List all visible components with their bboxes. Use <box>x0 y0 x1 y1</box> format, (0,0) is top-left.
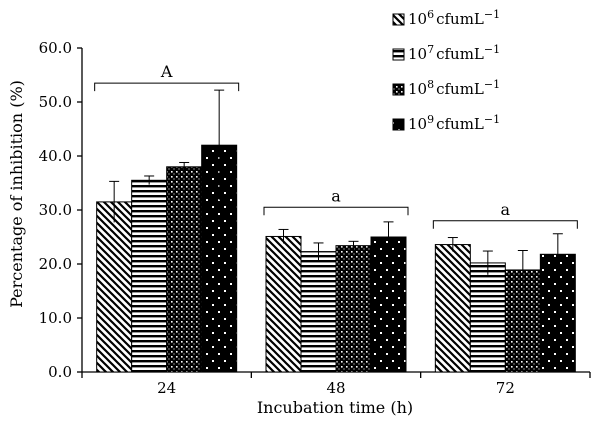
legend-unit-exp: −1 <box>484 78 500 91</box>
bar <box>469 262 506 373</box>
bar <box>370 236 407 373</box>
bar <box>335 245 372 373</box>
group-bracket <box>432 220 578 229</box>
group-annotations: Aa a <box>94 62 578 229</box>
legend-exp: 8 <box>427 78 434 91</box>
legend-swatch <box>392 48 405 61</box>
x-tick-label: 24 <box>157 379 176 397</box>
y-tick-label: 30.0 <box>39 201 72 219</box>
legend-unit: cfumL <box>436 80 484 98</box>
x-tick-label: 72 <box>496 379 515 397</box>
bar <box>265 235 302 373</box>
group-letter: a <box>501 200 511 219</box>
legend-swatch <box>392 83 405 96</box>
bars <box>96 89 576 373</box>
legend-swatch <box>392 13 405 26</box>
y-tick-label: 20.0 <box>39 255 72 273</box>
legend-base: 10 <box>408 80 427 98</box>
legend-label: 108 cfumL−1 <box>408 78 500 98</box>
legend-unit-exp: −1 <box>484 113 500 126</box>
x-axis-label: Incubation time (h) <box>257 398 413 417</box>
bar <box>300 251 337 373</box>
group-letter: a <box>331 186 341 205</box>
legend-unit-exp: −1 <box>484 43 500 56</box>
group-bracket <box>263 206 409 216</box>
group-bracket <box>94 82 240 92</box>
y-tick-label: 40.0 <box>39 147 72 165</box>
legend-label: 106 cfumL−1 <box>408 8 500 28</box>
legend-unit: cfumL <box>436 10 484 28</box>
group-letter: A <box>160 62 173 81</box>
y-axis: 0.0 10.0 20.0 30.0 40.0 50.0 60.0 <box>39 39 83 381</box>
legend-label: 109 cfumL−1 <box>408 113 500 133</box>
legend-unit: cfumL <box>436 115 484 133</box>
legend-base: 10 <box>408 10 427 28</box>
legend-unit: cfumL <box>436 45 484 63</box>
bar <box>434 244 471 373</box>
bar <box>131 179 168 373</box>
bar <box>96 201 133 373</box>
y-tick-label: 50.0 <box>39 93 72 111</box>
legend-label: 107 cfumL−1 <box>408 43 500 63</box>
x-tick-label: 48 <box>326 379 345 397</box>
y-tick-label: 0.0 <box>48 363 72 381</box>
legend-exp: 7 <box>427 43 434 56</box>
bar <box>166 166 203 373</box>
x-axis: 24 48 72 <box>81 371 591 397</box>
legend-base: 10 <box>408 45 427 63</box>
y-tick-label: 60.0 <box>39 39 72 57</box>
legend-unit-exp: −1 <box>484 8 500 21</box>
y-axis-label: Percentage of inhibition (%) <box>7 80 26 308</box>
legend-exp: 9 <box>427 113 434 126</box>
legend-swatch <box>392 118 405 131</box>
legend-base: 10 <box>408 115 427 133</box>
y-tick-label: 10.0 <box>39 309 72 327</box>
legend-exp: 6 <box>427 8 434 21</box>
